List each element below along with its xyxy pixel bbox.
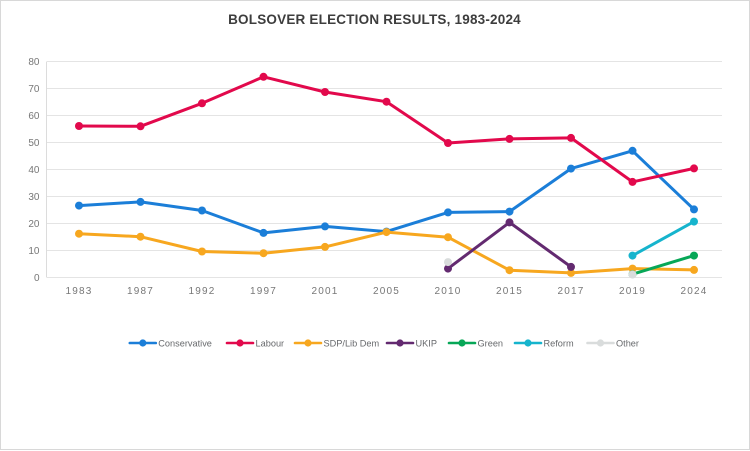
- svg-text:Other: Other: [616, 339, 639, 349]
- svg-text:Labour: Labour: [256, 339, 285, 349]
- svg-text:2015: 2015: [496, 286, 523, 297]
- svg-text:1992: 1992: [188, 286, 215, 297]
- svg-text:1987: 1987: [127, 286, 154, 297]
- svg-text:SDP/Lib Dem: SDP/Lib Dem: [324, 339, 380, 349]
- svg-text:UKIP: UKIP: [416, 339, 437, 349]
- svg-text:0: 0: [34, 273, 40, 284]
- svg-text:40: 40: [28, 165, 40, 176]
- svg-text:60: 60: [28, 111, 40, 122]
- svg-text:2024: 2024: [680, 286, 707, 297]
- svg-text:2001: 2001: [311, 286, 338, 297]
- svg-text:Green: Green: [478, 339, 504, 349]
- svg-text:70: 70: [28, 84, 40, 95]
- svg-text:2005: 2005: [373, 286, 400, 297]
- svg-text:2017: 2017: [557, 286, 584, 297]
- svg-text:BOLSOVER ELECTION RESULTS, 198: BOLSOVER ELECTION RESULTS, 1983-2024: [228, 12, 521, 27]
- svg-text:20: 20: [28, 219, 40, 230]
- svg-text:1997: 1997: [250, 286, 277, 297]
- svg-text:80: 80: [28, 57, 40, 68]
- svg-text:50: 50: [28, 138, 40, 149]
- svg-text:Reform: Reform: [544, 339, 574, 349]
- svg-text:Conservative: Conservative: [158, 339, 212, 349]
- svg-text:2019: 2019: [619, 286, 646, 297]
- svg-text:2010: 2010: [434, 286, 461, 297]
- svg-text:10: 10: [28, 246, 40, 257]
- svg-text:30: 30: [28, 192, 40, 203]
- svg-text:1983: 1983: [65, 286, 92, 297]
